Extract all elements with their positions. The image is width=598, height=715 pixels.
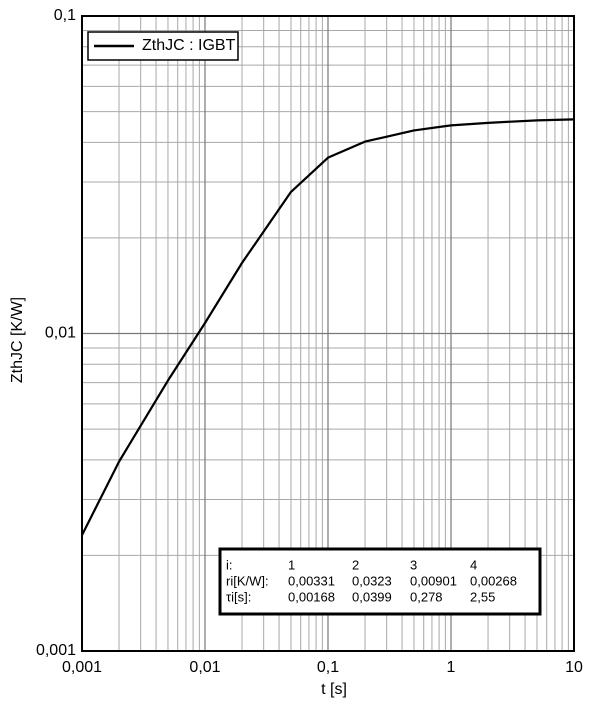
x-tick-label: 0,001 [62,659,102,676]
table-cell: 2 [352,557,359,572]
parameter-table-box [218,547,542,616]
y-tick-label: 0,01 [45,325,76,342]
table-cell: 0,00168 [288,589,335,604]
grid [81,15,575,652]
plot-frame [81,15,575,652]
legend-label: ZthJC : IGBT [142,37,236,54]
table-cell: τi[s]: [226,589,251,604]
legend: ZthJC : IGBT [87,31,239,61]
table-cell: 1 [288,557,295,572]
y-tick-label: 0,1 [54,7,76,24]
table-cell: ri[K/W]: [226,573,269,588]
plot [81,118,575,536]
table-cell: 3 [410,557,417,572]
data-line [81,118,575,536]
table-cell: 0,00901 [410,573,457,588]
y-axis-title: ZthJC [K/W] [9,297,26,383]
table-cell: 2,55 [470,589,495,604]
table-cell: 0,00331 [288,573,335,588]
table-cell: 0,0323 [352,573,392,588]
y-tick-label: 0,001 [36,642,76,659]
table-cell: 0,0399 [352,589,392,604]
x-tick-label: 0,1 [317,659,339,676]
x-tick-label: 1 [447,659,456,676]
x-tick-label: 0,01 [189,659,220,676]
parameter-table: i: 1 2 3 4 ri[K/W]: 0,00331 0,0323 0,00901 0,0026… [226,557,517,604]
table-cell: 4 [470,557,477,572]
table-cell: 0,278 [410,589,443,604]
x-tick-label: 10 [565,659,583,676]
x-axis-title: t [s] [321,681,347,698]
table-cell: i: [226,557,233,572]
table-cell: 0,00268 [470,573,517,588]
